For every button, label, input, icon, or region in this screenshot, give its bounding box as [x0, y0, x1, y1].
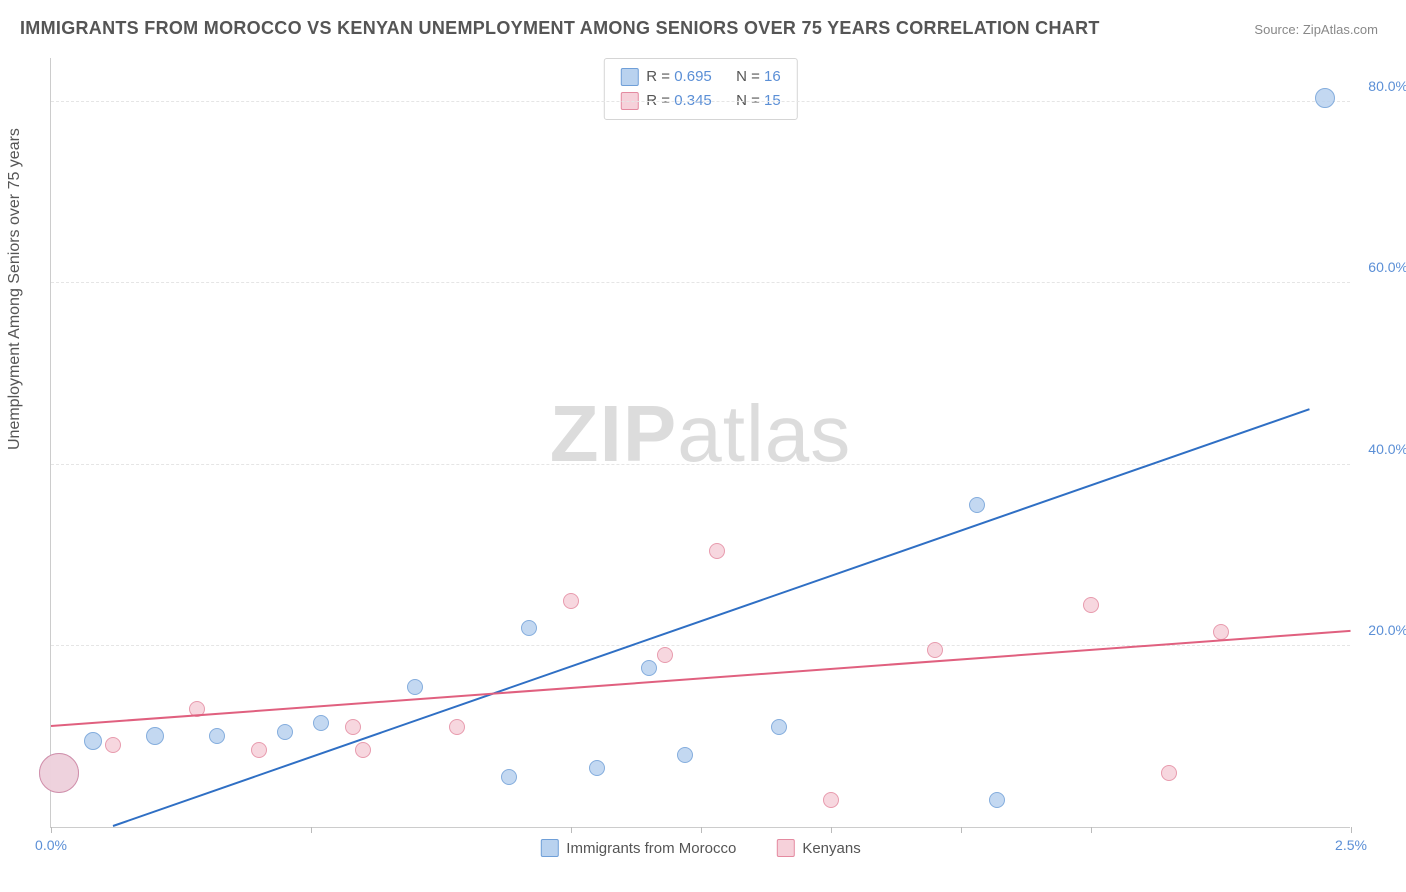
- watermark: ZIPatlas: [550, 387, 851, 479]
- data-point[interactable]: [1161, 765, 1177, 781]
- legend-swatch-kenyans: [776, 839, 794, 857]
- data-point[interactable]: [1083, 597, 1099, 613]
- source-attribution: Source: ZipAtlas.com: [1254, 22, 1378, 37]
- chart-title: IMMIGRANTS FROM MOROCCO VS KENYAN UNEMPL…: [20, 18, 1100, 39]
- data-point[interactable]: [641, 660, 657, 676]
- y-axis-label: Unemployment Among Seniors over 75 years: [6, 128, 24, 450]
- data-point[interactable]: [823, 792, 839, 808]
- data-point[interactable]: [105, 737, 121, 753]
- gridline: [51, 282, 1350, 283]
- x-tick-label: 2.5%: [1335, 837, 1367, 853]
- legend-label-morocco: Immigrants from Morocco: [566, 840, 736, 857]
- x-tick: [961, 827, 962, 833]
- data-point[interactable]: [657, 647, 673, 663]
- data-point[interactable]: [589, 760, 605, 776]
- x-tick: [831, 827, 832, 833]
- stat-n-morocco: N = 16: [736, 65, 781, 89]
- gridline: [51, 101, 1350, 102]
- stat-r-morocco: R = 0.695: [646, 65, 711, 89]
- data-point[interactable]: [407, 679, 423, 695]
- x-tick: [701, 827, 702, 833]
- data-point[interactable]: [313, 715, 329, 731]
- legend-swatch-morocco: [540, 839, 558, 857]
- correlation-stats-box: R = 0.695 N = 16 R = 0.345 N = 15: [603, 58, 797, 120]
- swatch-morocco: [620, 68, 638, 86]
- source-label: Source:: [1254, 22, 1299, 37]
- legend-item-kenyans: Kenyans: [776, 839, 860, 857]
- data-point[interactable]: [771, 719, 787, 735]
- data-point[interactable]: [39, 753, 79, 793]
- data-point[interactable]: [1315, 88, 1335, 108]
- data-point[interactable]: [989, 792, 1005, 808]
- y-tick-label: 40.0%: [1368, 441, 1406, 457]
- data-point[interactable]: [449, 719, 465, 735]
- data-point[interactable]: [146, 727, 164, 745]
- legend-item-morocco: Immigrants from Morocco: [540, 839, 736, 857]
- data-point[interactable]: [677, 747, 693, 763]
- trend-line: [113, 408, 1310, 827]
- x-tick: [311, 827, 312, 833]
- legend-label-kenyans: Kenyans: [802, 840, 860, 857]
- data-point[interactable]: [1213, 624, 1229, 640]
- y-tick-label: 60.0%: [1368, 259, 1406, 275]
- x-tick: [571, 827, 572, 833]
- data-point[interactable]: [209, 728, 225, 744]
- data-point[interactable]: [563, 593, 579, 609]
- data-point[interactable]: [277, 724, 293, 740]
- y-tick-label: 80.0%: [1368, 78, 1406, 94]
- y-tick-label: 20.0%: [1368, 622, 1406, 638]
- data-point[interactable]: [345, 719, 361, 735]
- scatter-plot: ZIPatlas R = 0.695 N = 16 R = 0.345 N = …: [50, 58, 1350, 828]
- legend: Immigrants from Morocco Kenyans: [540, 839, 860, 857]
- data-point[interactable]: [969, 497, 985, 513]
- x-tick-label: 0.0%: [35, 837, 67, 853]
- x-tick: [51, 827, 52, 833]
- x-tick: [1091, 827, 1092, 833]
- stats-row-morocco: R = 0.695 N = 16: [620, 65, 780, 89]
- data-point[interactable]: [84, 732, 102, 750]
- data-point[interactable]: [927, 642, 943, 658]
- data-point[interactable]: [709, 543, 725, 559]
- data-point[interactable]: [501, 769, 517, 785]
- data-point[interactable]: [521, 620, 537, 636]
- data-point[interactable]: [251, 742, 267, 758]
- x-tick: [1351, 827, 1352, 833]
- data-point[interactable]: [355, 742, 371, 758]
- source-link[interactable]: ZipAtlas.com: [1303, 22, 1378, 37]
